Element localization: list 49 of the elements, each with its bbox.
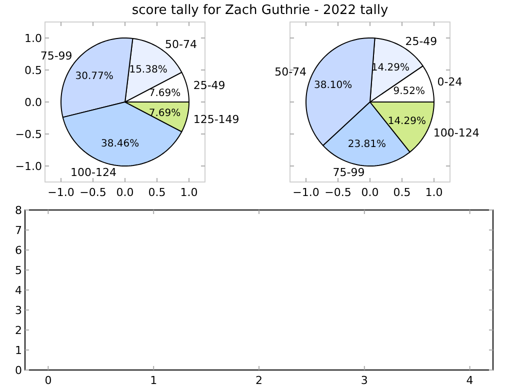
x-tick-label: 0.0 <box>116 186 134 199</box>
data-label: 9.52% <box>393 86 426 97</box>
y-tick-label: 1 <box>15 344 22 357</box>
data-label: 38.10% <box>314 80 352 92</box>
x-tick-label: −1.0 <box>48 186 74 199</box>
slice-label: 100-124 <box>433 126 480 140</box>
data-label: 30.77% <box>75 70 114 82</box>
slice-label: 25-49 <box>193 79 226 92</box>
y-tick-label: 8 <box>15 204 22 217</box>
slice-label: 75-99 <box>40 49 72 62</box>
x-tick-label: 1 <box>150 374 158 387</box>
x-tick-label: 0.5 <box>148 186 166 199</box>
y-tick-label: 0 <box>15 364 22 377</box>
slice-label: 100-124 <box>70 166 117 179</box>
slice-label: 50-74 <box>274 65 307 78</box>
slice-label: 75-99 <box>332 166 365 180</box>
x-tick-label: 0.0 <box>361 186 379 199</box>
x-tick-label: 0.5 <box>393 186 411 199</box>
y-tick-label: 3 <box>15 304 22 317</box>
y-tick-label: 2 <box>15 324 22 337</box>
slice-label: 0-24 <box>437 75 462 88</box>
data-label: 38.46% <box>100 138 140 150</box>
data-label: 7.69% <box>148 108 181 119</box>
x-tick-label: 2 <box>256 374 262 387</box>
x-tick-label: 1.0 <box>425 186 443 199</box>
y-tick-label: 5 <box>15 264 22 277</box>
x-tick-label: 4 <box>466 374 474 387</box>
y-tick-label: −0.5 <box>15 128 42 141</box>
y-tick-label: 7 <box>15 224 22 237</box>
y-tick-label: 1.0 <box>24 32 42 45</box>
y-tick-label: −1.0 <box>15 160 42 173</box>
x-tick-label: −0.5 <box>324 186 352 199</box>
y-tick-label: 6 <box>15 244 22 257</box>
data-label: 15.38% <box>129 64 168 76</box>
data-label: 14.29% <box>388 116 426 127</box>
slice-label: 25-49 <box>405 35 438 48</box>
y-tick-label: 4 <box>15 284 22 297</box>
x-tick-label: 0 <box>44 374 52 387</box>
data-label: 23.81% <box>348 138 386 150</box>
slice-label: 125-149 <box>193 112 240 126</box>
x-tick-label: 3 <box>360 374 368 387</box>
y-tick-label: 0.5 <box>24 64 42 77</box>
y-tick-label: 0.0 <box>24 96 42 109</box>
x-tick-label: −1.0 <box>292 186 320 199</box>
data-label: 7.69% <box>148 88 181 100</box>
text: score tally for Zach Guthrie - 2022 tally <box>132 3 388 18</box>
x-tick-label: 1.0 <box>180 186 198 199</box>
slice-label: 50-74 <box>165 38 197 52</box>
x-tick-label: −0.5 <box>80 186 106 199</box>
